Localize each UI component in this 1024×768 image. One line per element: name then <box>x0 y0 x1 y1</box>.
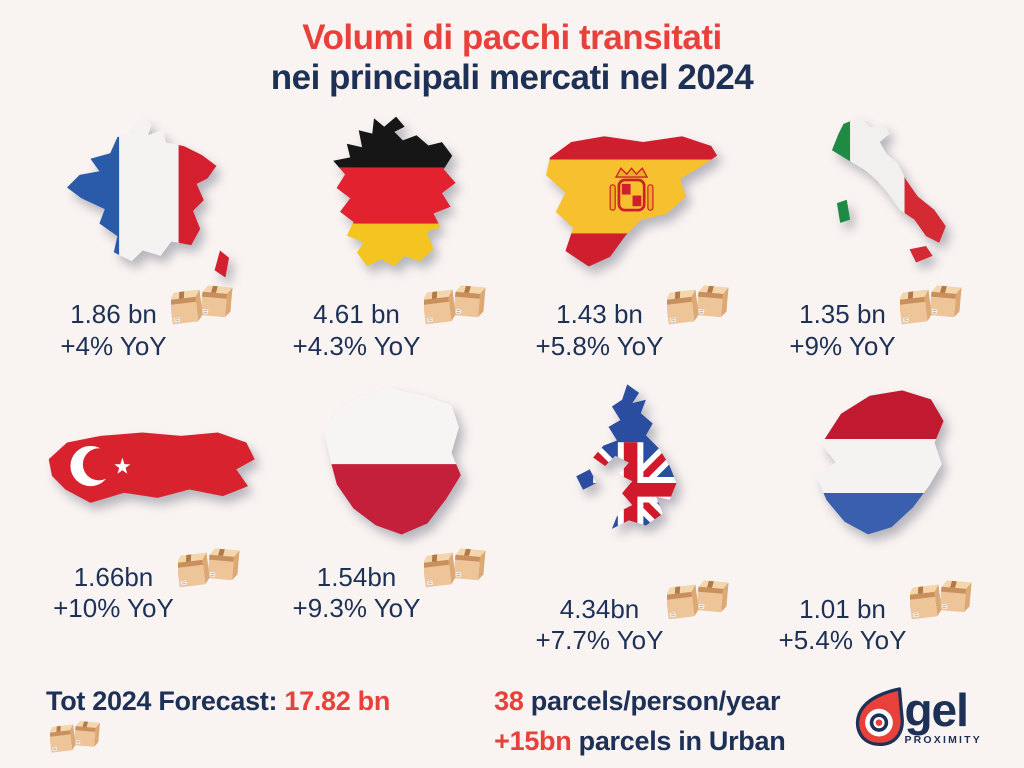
uk-map <box>549 379 719 554</box>
poland-map <box>298 379 483 554</box>
parcel-boxes-icon <box>424 548 488 598</box>
country-card-poland: 1.54bn +9.3% YoY <box>269 379 512 657</box>
germany-yoy-growth: +4.3% YoY <box>292 330 421 361</box>
netherlands-yoy-growth: +5.4% YoY <box>778 625 907 656</box>
parcel-boxes-icon <box>667 285 731 335</box>
logo-text: gel PROXIMITY <box>904 684 982 746</box>
country-card-france: 1.86 bn +4% YoY <box>26 101 269 362</box>
spain-parcel-volume: 1.43 bn <box>556 299 643 330</box>
germany-stat: 4.61 bn +4.3% YoY <box>293 299 489 362</box>
page-title-line2: nei principali mercati nel 2024 <box>270 57 754 97</box>
parcel-boxes-icon <box>900 285 964 335</box>
gel-proximity-logo: gel PROXIMITY <box>844 685 982 751</box>
netherlands-parcel-volume: 1.01 bn <box>799 593 886 624</box>
country-card-germany: 4.61 bn +4.3% YoY <box>269 101 512 362</box>
france-map <box>58 101 238 291</box>
forecast-value: 17.82 bn <box>284 685 391 716</box>
urban-text: parcels in Urban areas <box>494 726 786 768</box>
logo-brand: gel <box>904 684 968 737</box>
spain-stat: 1.43 bn +5.8% YoY <box>536 299 732 362</box>
country-card-spain: 1.43 bn +5.8% YoY <box>512 101 755 362</box>
location-pin-icon <box>856 687 905 747</box>
italy-parcel-volume: 1.35 bn <box>799 299 886 330</box>
parcel-boxes-icon <box>910 580 974 630</box>
uk-parcel-volume: 4.34bn <box>559 593 640 624</box>
spain-map <box>536 101 731 291</box>
urban-line: +15bn parcels in Urban areas <box>494 721 844 768</box>
netherlands-stat: 1.01 bn +5.4% YoY <box>779 594 975 657</box>
per-person-highlight: 38 <box>494 685 524 716</box>
parcel-boxes-icon <box>50 721 102 761</box>
footer-forecast-block: Tot 2024 Forecast: 17.82 bn +1bn Parcels… <box>46 681 434 768</box>
italy-stat: 1.35 bn +9% YoY <box>789 299 963 362</box>
france-yoy-growth: +4% YoY <box>60 330 167 361</box>
country-grid-row2: 1.66bn +10% YoY <box>0 379 1024 657</box>
france-stat: 1.86 bn +4% YoY <box>60 299 234 362</box>
poland-parcel-volume: 1.54bn <box>316 561 397 592</box>
uk-stat: 4.34bn +7.7% YoY <box>536 594 732 657</box>
turkey-yoy-growth: +10% YoY <box>53 593 174 624</box>
logo-sub-brand: PROXIMITY <box>904 733 982 746</box>
country-card-turkey: 1.66bn +10% YoY <box>26 379 269 657</box>
netherlands-map <box>787 379 967 554</box>
per-person-line: 38 parcels/person/year <box>494 681 844 722</box>
poland-yoy-growth: +9.3% YoY <box>292 593 421 624</box>
italy-map <box>794 101 959 291</box>
turkey-map <box>30 379 265 554</box>
page-title: Volumi di pacchi transitati nei principa… <box>0 0 1024 97</box>
footer: Tot 2024 Forecast: 17.82 bn +1bn Parcels… <box>0 681 1024 768</box>
parcel-boxes-icon <box>424 285 488 335</box>
parcel-boxes-icon <box>178 548 242 598</box>
germany-parcel-volume: 4.61 bn <box>313 299 400 330</box>
france-parcel-volume: 1.86 bn <box>70 299 157 330</box>
parcel-boxes-icon <box>667 580 731 630</box>
forecast-line: Tot 2024 Forecast: 17.82 bn <box>46 681 434 765</box>
country-card-italy: 1.35 bn +9% YoY <box>755 101 998 362</box>
poland-stat: 1.54bn +9.3% YoY <box>293 562 489 625</box>
country-card-uk: 4.34bn +7.7% YoY <box>512 379 755 657</box>
country-card-netherlands: 1.01 bn +5.4% YoY <box>755 379 998 657</box>
turkey-parcel-volume: 1.66bn <box>73 561 154 592</box>
germany-map <box>306 101 476 291</box>
turkey-stat: 1.66bn +10% YoY <box>53 562 242 625</box>
forecast-label: Tot 2024 Forecast: <box>46 685 278 716</box>
country-grid-row1: 1.86 bn +4% YoY <box>0 101 1024 362</box>
italy-yoy-growth: +9% YoY <box>789 330 896 361</box>
spain-coat-of-arms <box>609 166 654 212</box>
page-title-line1: Volumi di pacchi transitati <box>302 18 722 57</box>
per-person-text: parcels/person/year <box>530 685 781 716</box>
spain-yoy-growth: +5.8% YoY <box>535 330 664 361</box>
footer-stats-block: 38 parcels/person/year +15bn parcels in … <box>494 681 844 768</box>
uk-yoy-growth: +7.7% YoY <box>535 625 664 656</box>
parcel-boxes-icon <box>171 285 235 335</box>
urban-highlight: +15bn <box>494 726 572 757</box>
